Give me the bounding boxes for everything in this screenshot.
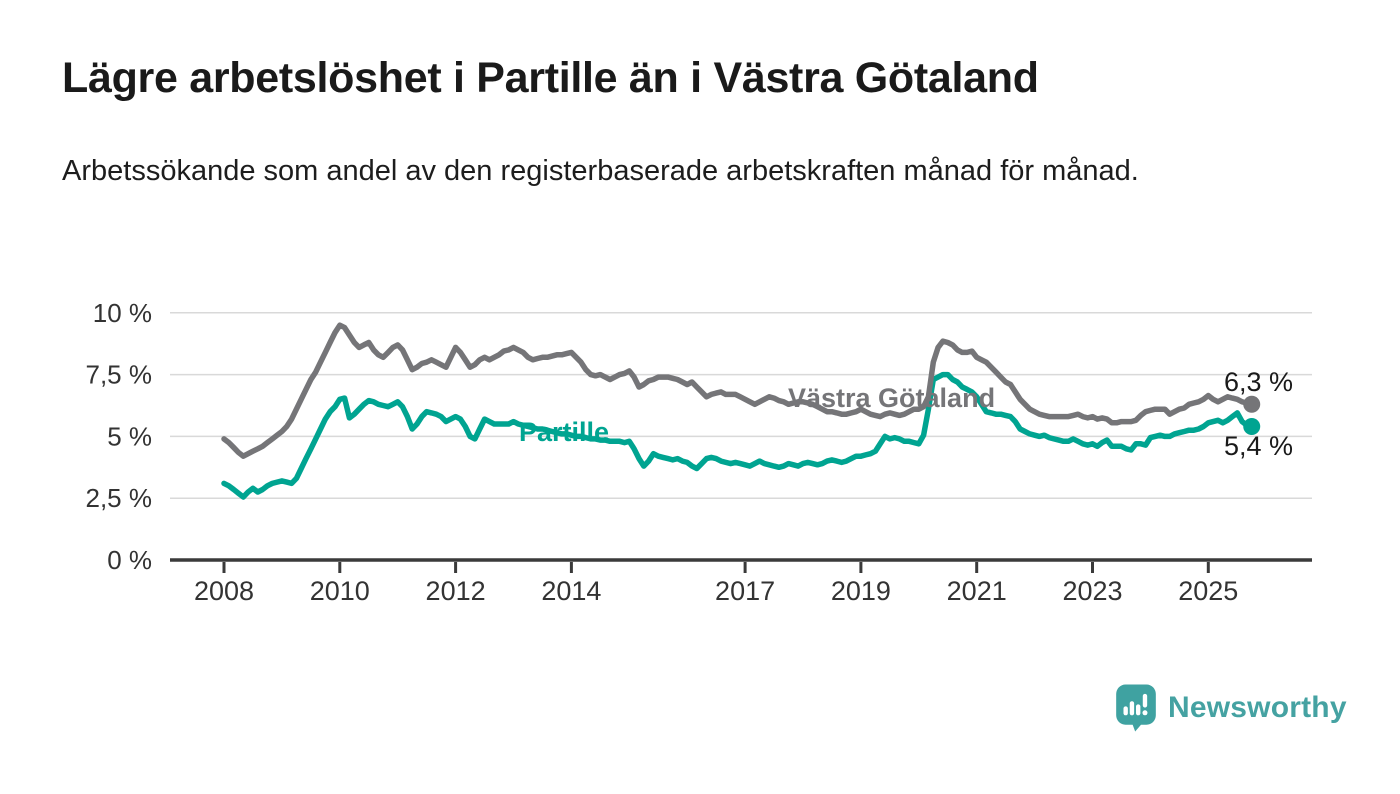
x-axis-tick-label: 2012 (426, 576, 486, 606)
series-label-v-stra-g-taland: Västra Götaland (788, 383, 995, 413)
series-line-v-stra-g-taland (221, 322, 1255, 459)
x-axis-tick-label: 2008 (194, 576, 254, 606)
series-end-value-v-stra-g-taland: 6,3 % (1224, 367, 1293, 397)
x-axis-tick-label: 2023 (1062, 576, 1122, 606)
series-end-value-partille: 5,4 % (1224, 431, 1293, 461)
y-axis-tick-label: 7,5 % (86, 360, 153, 390)
series-end-dot-partille (1243, 418, 1261, 436)
y-axis-tick-label: 0 % (107, 545, 152, 575)
y-axis-tick-label: 2,5 % (86, 483, 153, 513)
x-axis-tick-label: 2017 (715, 576, 775, 606)
series-line-partille (221, 371, 1255, 500)
y-axis-tick-label: 10 % (93, 298, 152, 328)
y-axis-tick-label: 5 % (107, 421, 152, 451)
chart-subtitle: Arbetssökande som andel av den registerb… (62, 155, 1139, 187)
x-axis-tick-label: 2025 (1178, 576, 1238, 606)
newsworthy-logo-text: Newsworthy (1168, 691, 1347, 724)
newsworthy-logo: Newsworthy (1115, 684, 1347, 732)
x-axis-tick-label: 2019 (831, 576, 891, 606)
chart-title: Lägre arbetslöshet i Partille än i Västr… (62, 54, 1039, 102)
x-axis-tick-label: 2021 (947, 576, 1007, 606)
series-end-dot-v-stra-g-taland (1243, 395, 1261, 413)
x-axis-tick-label: 2014 (541, 576, 601, 606)
series-label-partille: Partille (519, 417, 609, 447)
x-axis-tick-label: 2010 (310, 576, 370, 606)
newsworthy-logo-icon (1116, 684, 1156, 732)
